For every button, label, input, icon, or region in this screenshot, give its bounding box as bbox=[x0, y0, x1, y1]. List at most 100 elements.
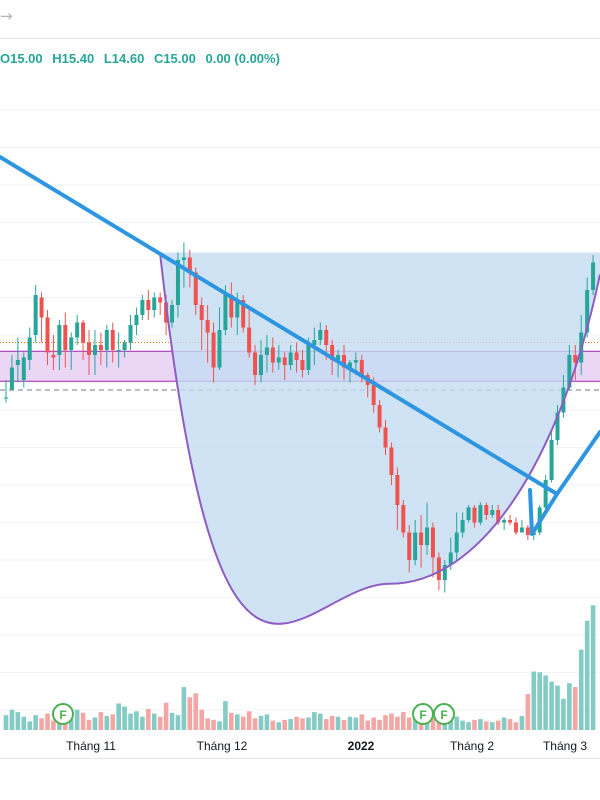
candle-body bbox=[110, 330, 115, 350]
candle-body bbox=[193, 272, 198, 305]
volume-bar bbox=[146, 708, 151, 730]
volume-bar bbox=[3, 715, 9, 730]
volume-bar bbox=[389, 713, 394, 730]
volume-bar bbox=[270, 720, 276, 730]
candle-body bbox=[425, 527, 430, 545]
volume-bar bbox=[229, 712, 234, 730]
candle-body bbox=[513, 522, 518, 533]
candle-body bbox=[371, 385, 376, 405]
volume-bar bbox=[525, 694, 531, 730]
candle-body bbox=[413, 532, 418, 560]
volume-bar bbox=[151, 713, 157, 730]
cup-fill bbox=[160, 252, 600, 624]
ohlc-low: L14.60 bbox=[103, 51, 145, 66]
badge-circle bbox=[52, 703, 74, 725]
volume-bar bbox=[264, 714, 270, 730]
volume-bar bbox=[86, 719, 92, 730]
candle-body bbox=[591, 262, 596, 290]
volume-bar bbox=[163, 702, 169, 730]
volume-series bbox=[3, 605, 596, 730]
dividend-badge: F bbox=[412, 703, 434, 725]
candle-body bbox=[466, 507, 471, 520]
candle-body bbox=[353, 360, 358, 363]
candle-body bbox=[472, 507, 477, 523]
badge-circle bbox=[433, 703, 455, 725]
volume-bar bbox=[80, 712, 86, 730]
breakout-flag-line bbox=[528, 430, 600, 536]
volume-bar bbox=[430, 718, 436, 730]
volume-bar bbox=[175, 715, 181, 730]
volume-bar bbox=[116, 703, 121, 730]
volume-bar bbox=[489, 722, 495, 730]
volume-bar bbox=[454, 716, 459, 730]
volume-bar bbox=[590, 605, 596, 730]
candle-body bbox=[330, 345, 335, 360]
cup-curve bbox=[159, 252, 600, 625]
volume-bar bbox=[110, 714, 116, 730]
volume-bar bbox=[181, 687, 187, 730]
volume-bar bbox=[288, 719, 293, 730]
volume-bar bbox=[572, 687, 578, 730]
candle-body bbox=[152, 297, 157, 310]
candle-body bbox=[478, 505, 483, 523]
candle-body bbox=[98, 345, 103, 350]
candle-body bbox=[395, 475, 400, 505]
candle-body bbox=[336, 355, 341, 360]
ohlc-open: O15.00 bbox=[0, 51, 43, 66]
volume-bar bbox=[92, 717, 98, 730]
volume-bar bbox=[187, 697, 193, 730]
candle-body bbox=[128, 325, 133, 343]
candle-body bbox=[45, 317, 50, 353]
volume-bar bbox=[472, 719, 477, 730]
volume-bar bbox=[217, 721, 222, 730]
volume-bar bbox=[276, 722, 282, 730]
volume-bar bbox=[406, 717, 412, 730]
volume-bar bbox=[27, 721, 33, 730]
candle-body bbox=[181, 257, 186, 260]
candle-body bbox=[508, 520, 513, 523]
arrow-right-icon[interactable]: → bbox=[0, 7, 13, 25]
volume-bar bbox=[561, 698, 566, 730]
candle-body bbox=[318, 330, 323, 340]
volume-bar bbox=[252, 718, 258, 730]
x-tick-label: Tháng 12 bbox=[197, 739, 248, 753]
volume-bar bbox=[501, 717, 507, 730]
volume-bar bbox=[51, 720, 56, 730]
volume-bar bbox=[531, 671, 537, 730]
volume-bar bbox=[323, 719, 329, 730]
volume-bar bbox=[507, 719, 513, 730]
volume-bar bbox=[395, 716, 400, 730]
volume-bar bbox=[57, 721, 62, 730]
volume-bar bbox=[359, 714, 365, 730]
volume-bar bbox=[246, 711, 252, 730]
candle-body bbox=[258, 355, 263, 375]
volume-bar bbox=[45, 713, 50, 730]
volume-bar bbox=[549, 681, 554, 730]
candle-body bbox=[253, 352, 258, 375]
candle-body bbox=[294, 352, 299, 360]
candle-body bbox=[401, 505, 406, 533]
volume-bar bbox=[223, 701, 228, 730]
candle-body bbox=[377, 405, 382, 428]
dividend-badge: F bbox=[52, 703, 74, 725]
candle-body bbox=[484, 505, 489, 515]
volume-bar bbox=[234, 714, 240, 730]
x-tick-label: 2022 bbox=[348, 739, 375, 753]
volume-bar bbox=[329, 715, 335, 730]
volume-bar bbox=[39, 718, 44, 730]
volume-bar bbox=[282, 719, 288, 730]
volume-bar bbox=[495, 720, 501, 730]
candle-body bbox=[21, 357, 26, 380]
volume-bar bbox=[578, 649, 584, 730]
volume-bar bbox=[240, 716, 246, 730]
ohlc-legend: O15.00 H15.40 L14.60 C15.00 0.00 (0.00%) bbox=[0, 51, 286, 66]
candle-body bbox=[116, 350, 121, 351]
volume-bar bbox=[347, 716, 353, 730]
volume-bar bbox=[466, 722, 471, 730]
volume-bar bbox=[519, 715, 525, 730]
volume-bar bbox=[68, 719, 74, 730]
candle-body bbox=[519, 527, 524, 533]
x-tick-label: Tháng 2 bbox=[450, 739, 494, 753]
volume-bar bbox=[460, 720, 465, 730]
